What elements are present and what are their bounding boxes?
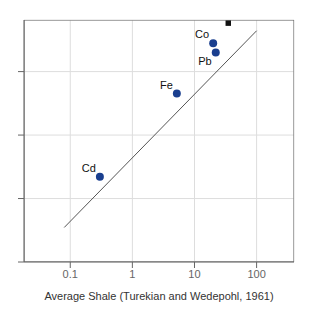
svg-text:0.1: 0.1 <box>63 268 78 280</box>
svg-text:Co: Co <box>195 28 209 40</box>
svg-text:Cd: Cd <box>82 162 96 174</box>
svg-text:1: 1 <box>129 268 135 280</box>
svg-text:100: 100 <box>247 268 265 280</box>
svg-text:10: 10 <box>188 268 200 280</box>
svg-text:Fe: Fe <box>160 79 173 91</box>
svg-text:Pb: Pb <box>198 55 211 67</box>
svg-text:Average Shale (Turekian and We: Average Shale (Turekian and Wedepohl, 19… <box>44 290 273 302</box>
